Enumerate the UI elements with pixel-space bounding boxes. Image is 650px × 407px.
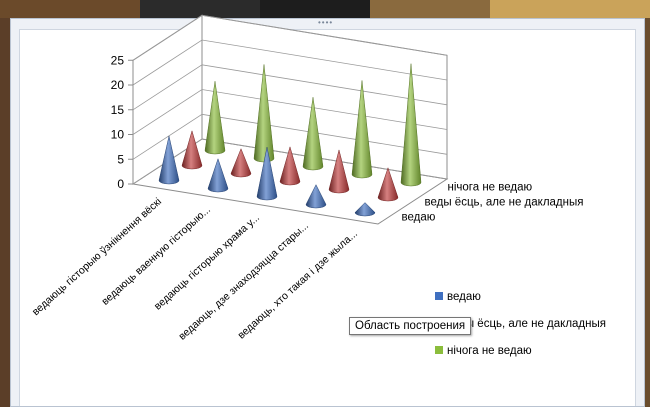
cone-ведаю-5[interactable] [354, 202, 376, 217]
cone-веды ёсць, але не дакладныя-4[interactable] [328, 149, 350, 194]
cone-shape[interactable] [302, 97, 324, 171]
cone-ведаю-3[interactable] [256, 146, 278, 201]
cone-нічога не ведаю-5[interactable] [400, 63, 422, 187]
y-tick-label: 25 [111, 53, 125, 67]
series-depth-label: нічога не ведаю [448, 182, 533, 194]
legend-label: нічога не ведаю [447, 345, 532, 357]
series-depth-label: веды ёсць, але не дакладныя [425, 197, 584, 209]
cone-shape[interactable] [207, 158, 229, 193]
cone-веды ёсць, але не дакладныя-5[interactable] [377, 167, 399, 202]
legend-label: веды ёсць, але не дакладныя [447, 318, 606, 330]
cone-shape[interactable] [400, 63, 422, 187]
y-tick-label: 0 [117, 177, 124, 191]
cone-ведаю-1[interactable] [158, 135, 180, 185]
cone-shape[interactable] [158, 135, 180, 185]
x-category-label: ведаюць ваенную гісторыю... [99, 204, 213, 308]
cone-shape[interactable] [181, 129, 203, 170]
cone-shape[interactable] [279, 145, 301, 186]
chart-legend: ведаю веды ёсць, але не дакладныя нічога н… [435, 291, 606, 357]
plot-area-tooltip: Область построения [349, 317, 472, 335]
resize-grip-icon[interactable]: •••• [318, 18, 334, 27]
legend-label: ведаю [447, 291, 481, 303]
cone-shape[interactable] [377, 167, 399, 202]
legend-swatch [435, 292, 443, 300]
x-category-label: ведаюць гісторыю храма у... [152, 212, 262, 313]
y-axis-ticks: 0 5 10 15 20 25 [111, 53, 133, 191]
cone-shape[interactable] [305, 184, 327, 209]
gridline [132, 64, 448, 111]
cone-shape[interactable] [230, 148, 252, 178]
y-tick-label: 15 [111, 103, 125, 117]
cone-нічога не ведаю-4[interactable] [351, 80, 373, 179]
x-category-label: ведаюць, хто такая і дзе жыла... [235, 228, 360, 342]
cone-ведаю-4[interactable] [305, 184, 327, 209]
cone-shape[interactable] [328, 149, 350, 194]
cone-веды ёсць, але не дакладныя-2[interactable] [230, 148, 252, 178]
chart-cones[interactable] [158, 63, 422, 217]
depth-axis-series-labels: ведаю веды ёсць, але не дакладныя нічога н… [402, 182, 584, 224]
series-depth-label: ведаю [402, 212, 436, 224]
cone-shape[interactable] [256, 146, 278, 201]
cone-ведаю-2[interactable] [207, 158, 229, 193]
cone-веды ёсць, але не дакладныя-3[interactable] [279, 145, 301, 186]
y-tick-label: 10 [111, 128, 125, 142]
y-tick-label: 5 [117, 152, 124, 166]
cone-shape[interactable] [351, 80, 373, 179]
cone-shape[interactable] [204, 81, 226, 155]
cone-нічога не ведаю-1[interactable] [204, 81, 226, 155]
x-axis-categories: ведаюць гісторыю ўзнікнення вёсківедаюць… [30, 196, 360, 343]
cone-нічога не ведаю-3[interactable] [302, 97, 324, 171]
gridline [132, 14, 448, 61]
chart-walls [131, 14, 449, 225]
gridline [132, 39, 448, 86]
cone-shape[interactable] [354, 202, 376, 217]
x-category-label: ведаюць гісторыю ўзнікнення вёскі [30, 196, 164, 318]
cone-веды ёсць, але не дакладныя-1[interactable] [181, 129, 203, 170]
legend-swatch [435, 346, 443, 354]
y-tick-label: 20 [111, 78, 125, 92]
